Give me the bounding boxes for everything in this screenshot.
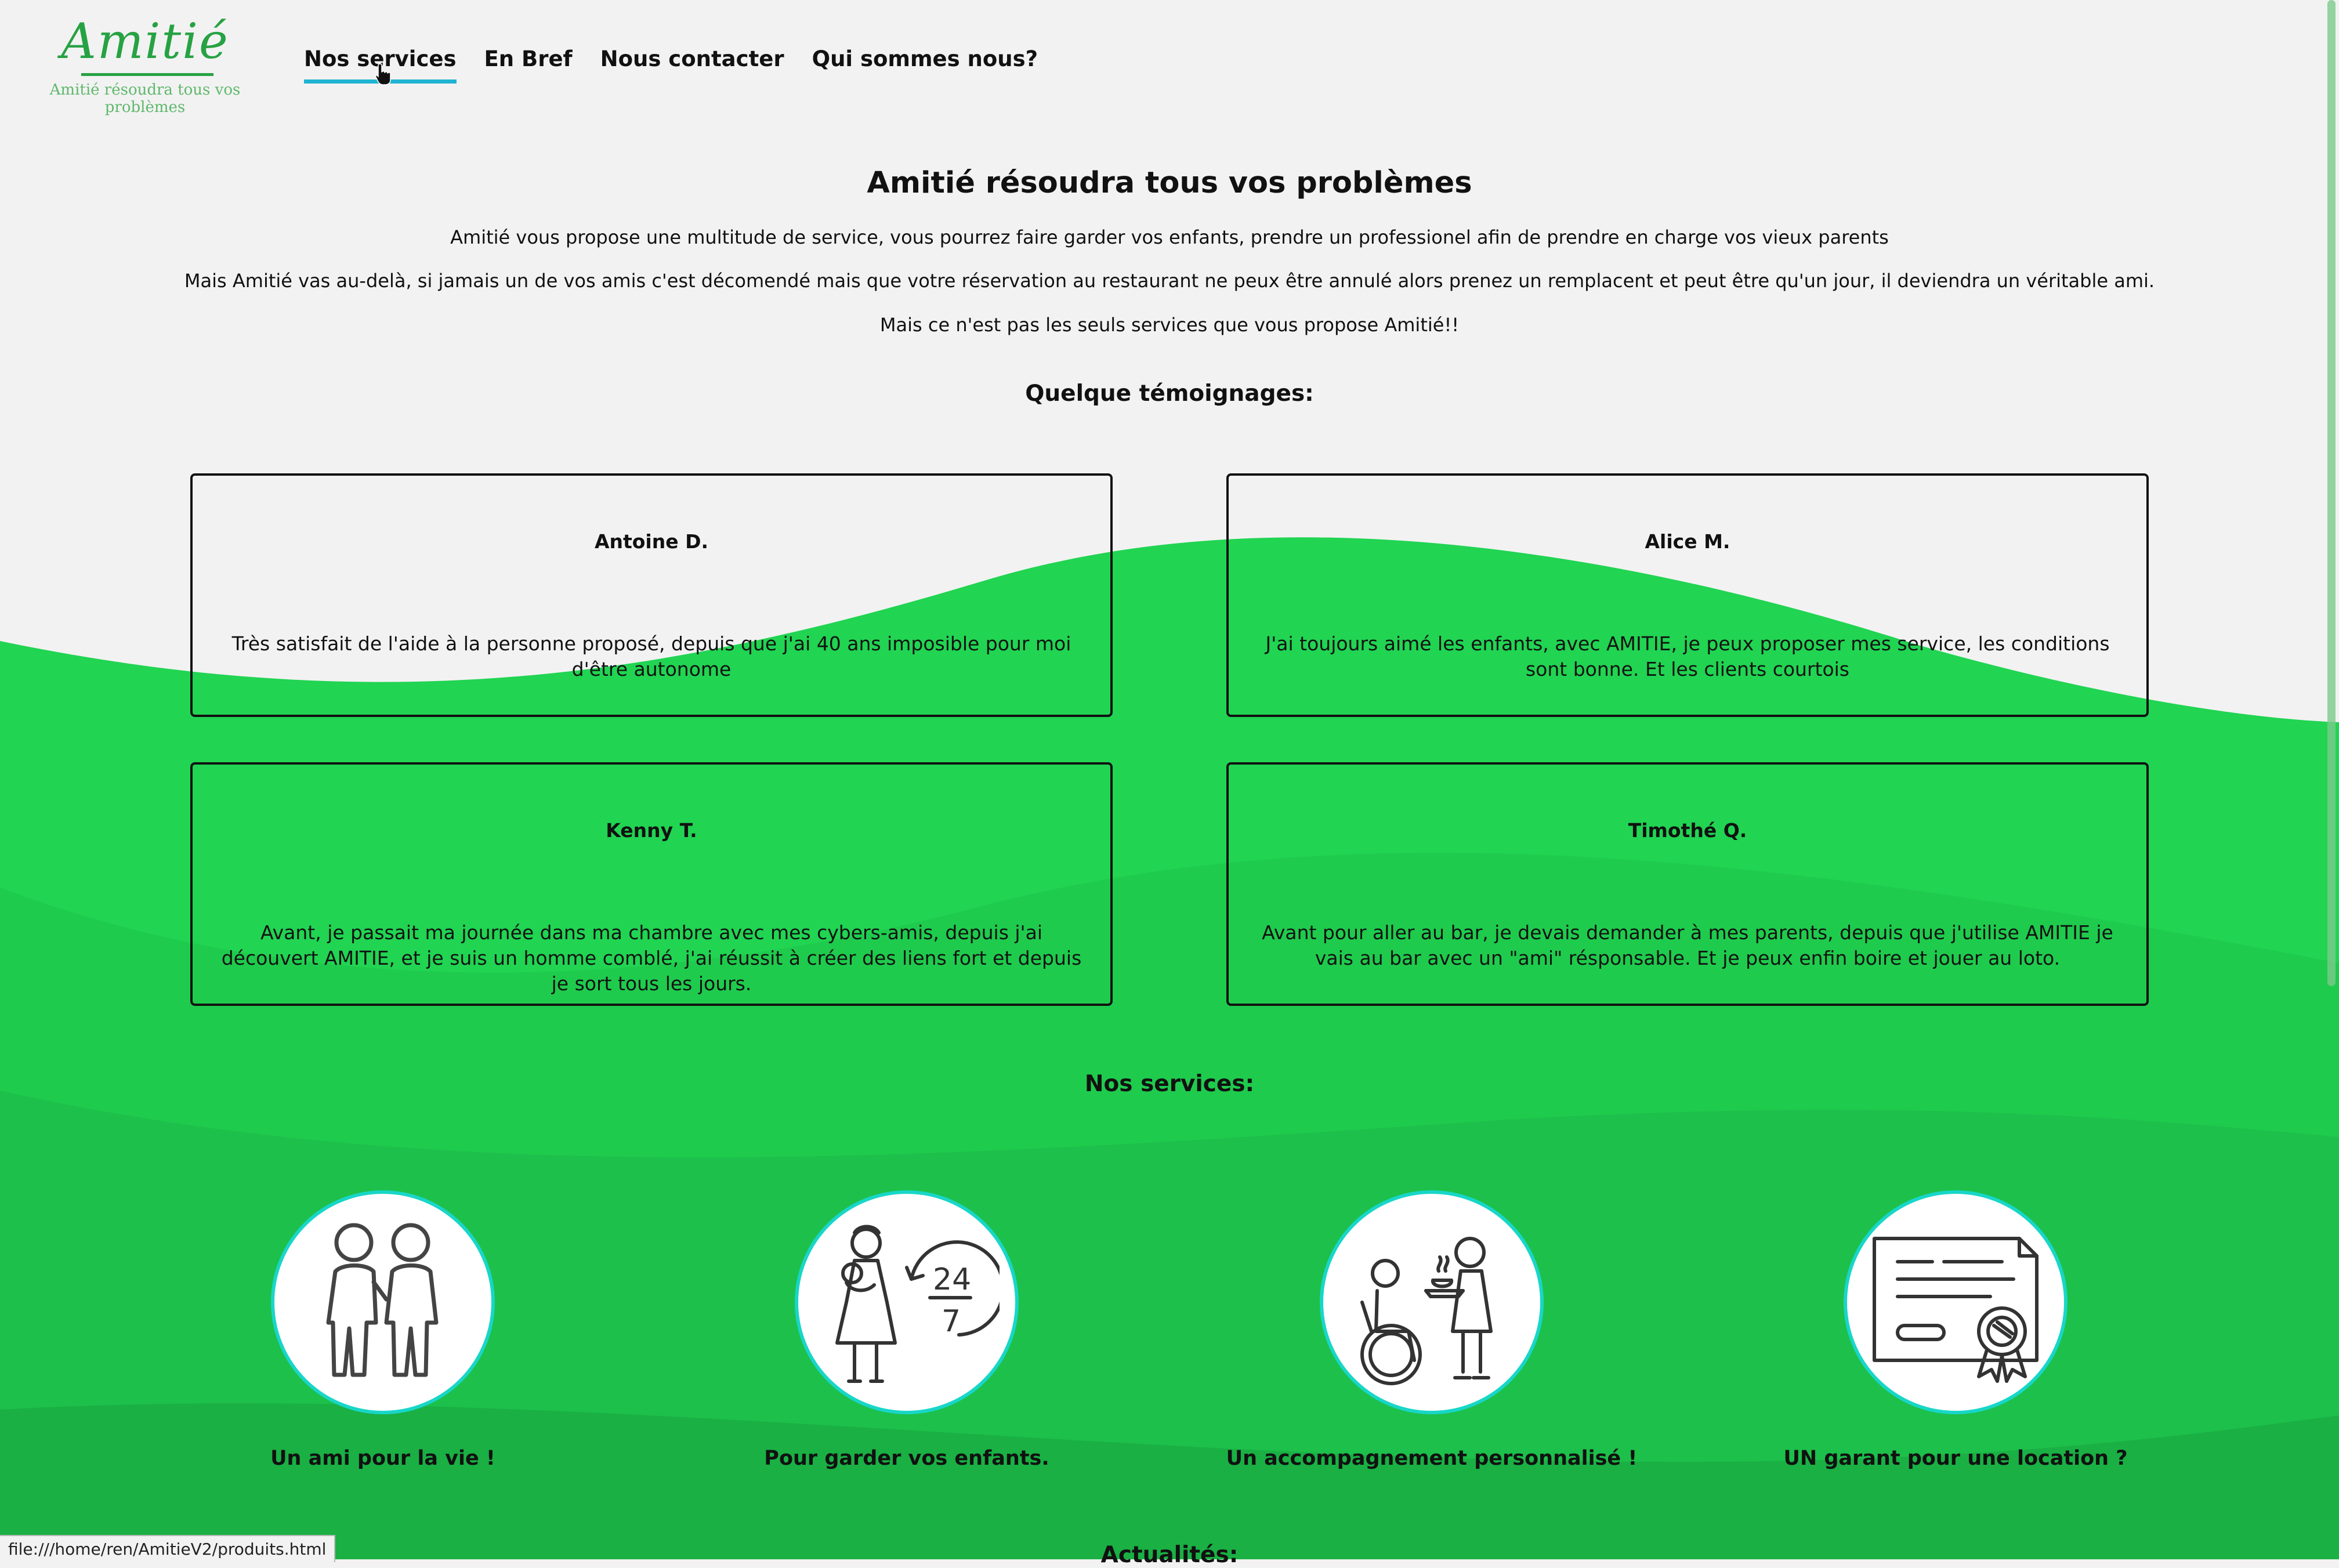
testimonial-card: Antoine D. Très satisfait de l'aide à la…	[190, 473, 1113, 717]
service-friend[interactable]: Un ami pour la vie !	[151, 1190, 615, 1470]
browser-status-bar: file:///home/ren/AmitieV2/produits.html	[0, 1535, 336, 1562]
testimonial-quote: Avant pour aller au bar, je devais deman…	[1262, 921, 2113, 969]
service-label: UN garant pour une location ?	[1783, 1447, 2128, 1470]
testimonial-card: Timothé Q. Avant pour aller au bar, je d…	[1226, 762, 2149, 1006]
service-image[interactable]	[1320, 1190, 1544, 1414]
testimonials-heading: Quelque témoignages:	[1025, 381, 1314, 407]
nav-item-contact[interactable]: Nous contacter	[600, 46, 784, 71]
testimonial-quote: Avant, je passait ma journée dans ma cha…	[221, 921, 1082, 995]
svg-text:24: 24	[933, 1262, 971, 1297]
logo-underline	[81, 73, 213, 76]
testimonial-name: Timothé Q.	[1628, 819, 1747, 842]
elderly-care-icon	[1360, 1237, 1493, 1385]
testimonial-name: Alice M.	[1645, 530, 1730, 553]
service-elderly-care[interactable]: Un accompagnement personnalisé !	[1200, 1190, 1664, 1470]
news-heading: Actualités:	[1100, 1542, 1239, 1568]
intro-paragraph: Mais ce n'est pas les seuls services que…	[879, 314, 1460, 336]
service-image[interactable]	[271, 1190, 495, 1414]
intro-paragraph: Mais Amitié vas au-delà, si jamais un de…	[184, 270, 2155, 292]
testimonial-name: Antoine D.	[594, 530, 709, 553]
hand-cursor-icon	[375, 63, 391, 85]
service-label: Un accompagnement personnalisé !	[1226, 1447, 1638, 1470]
testimonial-quote: J'ai toujours aimé les enfants, avec AMI…	[1265, 632, 2110, 680]
svg-text:7: 7	[942, 1304, 961, 1339]
site-logo[interactable]: Amitié Amitié résoudra tous vos problème…	[23, 13, 267, 116]
service-image[interactable]	[1844, 1190, 2068, 1414]
testimonial-card: Alice M. J'ai toujours aimé les enfants,…	[1226, 473, 2149, 717]
nav-item-about[interactable]: Qui sommes nous?	[812, 46, 1038, 71]
intro-paragraph: Amitié vous propose une multitude de ser…	[450, 226, 1889, 248]
logo-tagline: Amitié résoudra tous vos problèmes	[49, 81, 241, 116]
nav-item-en-bref[interactable]: En Bref	[484, 46, 573, 71]
service-image[interactable]: 24 7	[795, 1190, 1019, 1414]
friends-icon	[326, 1223, 439, 1377]
babysitter-24-7-icon: 24 7	[835, 1225, 1000, 1383]
main-nav: Nos services En Bref Nous contacter Qui …	[304, 46, 1038, 84]
services-heading: Nos services:	[1084, 1071, 1255, 1097]
scrollbar[interactable]	[2327, 0, 2336, 986]
testimonial-card: Kenny T. Avant, je passait ma journée da…	[190, 762, 1113, 1006]
testimonial-quote: Très satisfait de l'aide à la personne p…	[231, 632, 1071, 680]
service-childcare[interactable]: 24 7 Pour garder vos enfants.	[675, 1190, 1139, 1470]
testimonial-name: Kenny T.	[606, 819, 697, 842]
logo-name: Amitié	[61, 13, 229, 70]
certificate-icon	[1873, 1237, 2039, 1383]
service-label: Pour garder vos enfants.	[764, 1447, 1049, 1470]
page-title: Amitié résoudra tous vos problèmes	[867, 166, 1472, 200]
service-label: Un ami pour la vie !	[270, 1447, 495, 1470]
service-guarantor[interactable]: UN garant pour une location ?	[1724, 1190, 2188, 1470]
